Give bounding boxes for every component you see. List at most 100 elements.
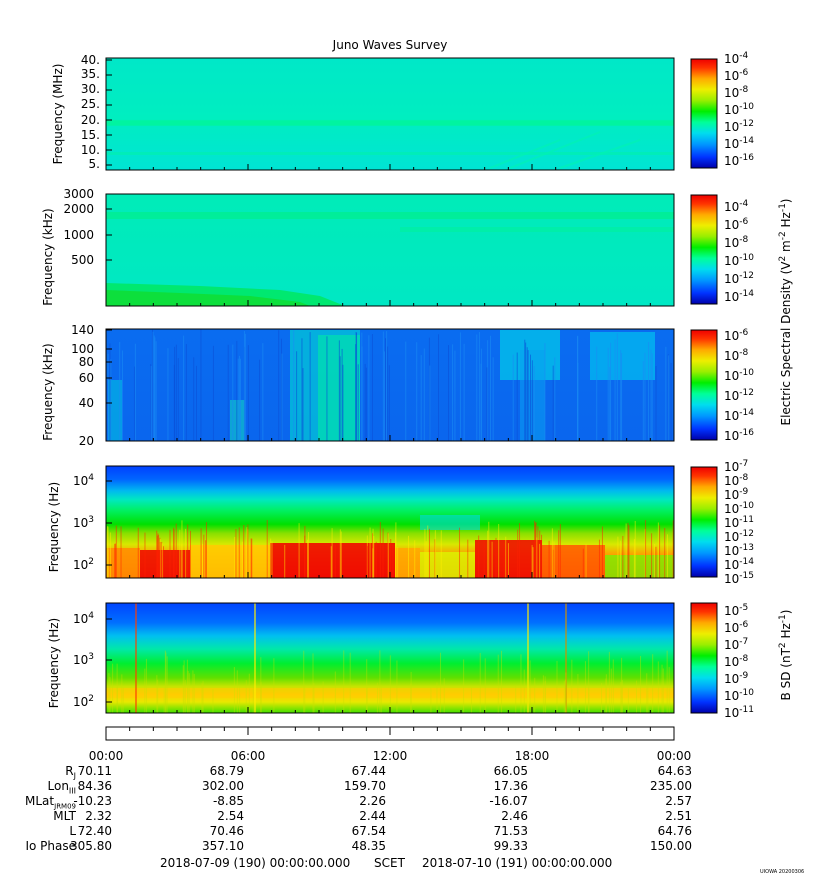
ytick-40: 40. [81, 53, 100, 67]
ephem-value: 2.26 [359, 794, 386, 808]
colorbar-1 [690, 58, 718, 169]
ephem-value: 159.70 [344, 779, 386, 793]
cbar2-tick-1: 10-6 [724, 217, 749, 232]
efield-block [190, 545, 270, 578]
ephem-value: 66.05 [493, 764, 528, 778]
panel-hfr-high-ylabel: Frequency (MHz) [51, 64, 65, 165]
ephem-value: 2.32 [85, 809, 112, 823]
cbar5-tick-4: 10-9 [724, 671, 749, 686]
time-axis-ticks [105, 164, 675, 735]
footer-stamp: UIOWA 20200306 [760, 869, 804, 875]
cbar1-tick-2: 10-8 [724, 85, 749, 100]
lfr-burst [108, 380, 122, 441]
colorbar-3 [690, 329, 718, 441]
ytick-15: 15. [81, 128, 100, 142]
footer-end: 2018-07-10 (191) 00:00:00.000 [422, 856, 612, 870]
cbar4-tick-0: 10-7 [724, 459, 748, 474]
panel-lfr-image [106, 329, 674, 441]
ytick-b-1e4: 104 [73, 611, 94, 626]
lfr-burst [230, 400, 245, 441]
ytick-25: 25. [81, 97, 100, 111]
ephem-value: -8.85 [212, 794, 244, 808]
panel-hfr-low-ylabel: Frequency (kHz) [41, 208, 55, 305]
cbar3-tick-4: 10-14 [724, 408, 754, 423]
ephem-label-lon: LonIII [47, 779, 77, 796]
lfr-burst [590, 332, 655, 380]
ytick-20: 20. [81, 113, 100, 127]
cbar1-tick-6: 10-16 [724, 153, 754, 168]
cbar5-tick-3: 10-8 [724, 654, 749, 669]
ephem-value: 68.79 [209, 764, 244, 778]
efield-block [106, 548, 140, 578]
panel-hfr-high-yticks [106, 59, 112, 166]
ytick-3000: 3000 [63, 187, 94, 201]
efield-block [140, 550, 190, 578]
efield-block [542, 545, 605, 578]
ephem-value: 67.44 [351, 764, 386, 778]
ephem-value: 84.36 [77, 779, 112, 793]
cbar5-tick-0: 10-5 [724, 603, 748, 618]
ytick-10: 10. [81, 143, 100, 157]
colorbar-3-labels: 10-6 10-8 10-10 10-12 10-14 10-16 [724, 328, 754, 443]
ytick-80: 80 [79, 355, 94, 369]
colorbar-4 [690, 466, 718, 578]
cbar3-tick-2: 10-10 [724, 368, 754, 383]
ephem-value: 70.11 [77, 764, 112, 778]
panel-bfield-yticks [106, 618, 112, 703]
ephem-value: 2.51 [665, 809, 692, 823]
ytick-140: 140 [71, 323, 94, 337]
ytick-5: 5. [89, 157, 100, 171]
time-tick-3: 18:00 [515, 749, 550, 763]
ephem-value: 64.76 [657, 824, 692, 838]
panel-hfr-high-arcs [489, 131, 641, 169]
ytick-60: 60 [79, 371, 94, 385]
shared-colorbar-label: Electric Spectral Density (V2 m-2 Hz-1) [778, 198, 793, 425]
ephem-label-mlt: MLT [53, 809, 76, 823]
ephem-value: 70.46 [209, 824, 244, 838]
cbar2-tick-2: 10-8 [724, 235, 749, 250]
time-axis: 00:00 06:00 12:00 18:00 00:00 [89, 164, 691, 763]
cbar4-tick-5: 10-12 [724, 529, 754, 544]
ephem-label-rj: RJ [65, 764, 76, 781]
ytick-20: 20 [79, 434, 94, 448]
cbar5-tick-2: 10-7 [724, 637, 748, 652]
ephem-value: 2.57 [665, 794, 692, 808]
panel-hfr-high: Frequency (MHz) 40. 35. 30. 25. 20. 15. … [51, 51, 754, 171]
colorbar-5 [690, 602, 718, 714]
footer-scet: SCET [374, 856, 406, 870]
ytick-40: 40 [79, 396, 94, 410]
panel-lfr-ylabel: Frequency (kHz) [41, 343, 55, 440]
ephem-value: 235.00 [650, 779, 692, 793]
cbar2-tick-5: 10-14 [724, 289, 754, 304]
bfield-colorbar-label: B SD (nT2 Hz-1) [778, 610, 793, 701]
ytick-2000: 2000 [63, 202, 94, 216]
cbar1-tick-5: 10-14 [724, 136, 754, 151]
ytick-b-1e3: 103 [73, 652, 94, 667]
ytick-100: 100 [71, 342, 94, 356]
bfield-band [106, 688, 674, 698]
ytick-1000: 1000 [63, 228, 94, 242]
efield-patch [420, 515, 480, 530]
cbar1-tick-0: 10-4 [724, 51, 749, 66]
cbar4-tick-2: 10-9 [724, 487, 749, 502]
efield-block [395, 548, 420, 578]
cbar1-tick-1: 10-6 [724, 68, 749, 83]
cbar5-tick-5: 10-10 [724, 688, 754, 703]
ephemeris-table: RJ LonIII MLatJRM09 MLT L Io Phase 70.11… [0, 764, 700, 856]
panel-hfr-low-wedge-core [106, 290, 310, 306]
panel-efield-low-emissions [106, 515, 674, 578]
panel-efield-low-yticks [106, 480, 112, 566]
panel-hfr-high-faint-band [106, 152, 674, 155]
cbar4-tick-4: 10-11 [724, 515, 754, 530]
colorbar-2 [690, 194, 718, 305]
cbar3-tick-0: 10-6 [724, 328, 749, 343]
cbar2-tick-0: 10-4 [724, 199, 749, 214]
ephem-value: 64.63 [657, 764, 692, 778]
panel-bfield-emissions [106, 603, 674, 713]
ephem-value: -10.23 [73, 794, 112, 808]
cbar4-tick-1: 10-8 [724, 473, 749, 488]
ephem-value: 150.00 [650, 839, 692, 853]
ytick-1e4: 104 [73, 473, 94, 488]
panel-lfr-emissions [105, 329, 672, 441]
cbar5-tick-6: 10-11 [724, 705, 754, 720]
